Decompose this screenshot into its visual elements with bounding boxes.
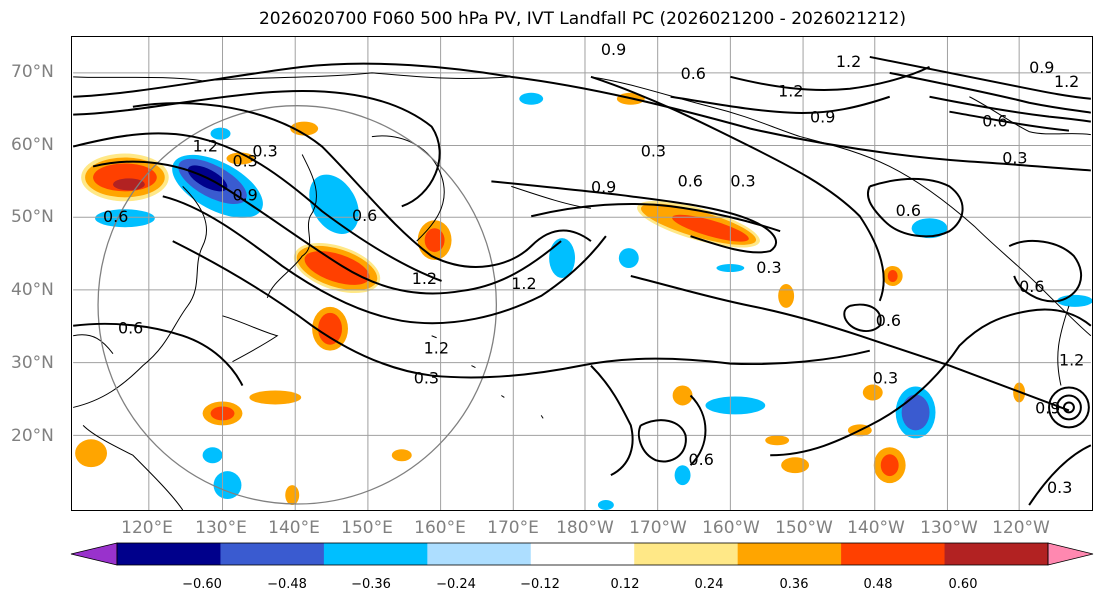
colorbar-box [530,543,635,565]
lon-label-130w: 130°W [920,518,978,538]
pv-shading [75,92,1092,510]
lon-label-160e: 160°E [414,518,466,538]
lat-label-50n: 50°N [11,207,54,227]
contour-label: 0.9 [232,185,257,204]
colorbar-box [737,543,842,565]
contour-label: 0.3 [232,151,257,170]
coastlines [73,72,1092,510]
colorbar-tick: 0.12 [610,577,640,592]
lon-label-130e: 130°E [195,518,247,538]
colorbar [70,542,1094,566]
colorbar-box [427,543,532,565]
contour-label: 1.2 [836,52,861,71]
contour-label: 0.6 [352,206,377,225]
contour-label: 0.9 [810,108,835,127]
lon-label-170w: 170°W [629,518,687,538]
ivt-contours [72,55,1092,506]
lon-label-120e: 120°E [121,518,173,538]
contour-label: 0.9 [1029,58,1054,77]
colorbar-tick: −0.48 [267,577,307,592]
colorbar-tick: −0.36 [351,577,391,592]
contour-label: 0.9 [1035,398,1060,417]
contour-label: 0.9 [591,177,616,196]
contour-label: 0.6 [689,450,714,469]
lon-label-180w: 180°W [556,518,614,538]
map-panel: 0.9 0.6 1.2 1.2 0.9 0.6 0.3 0.9 1.2 0.9 … [71,36,1093,511]
colorbar-tick: −0.24 [436,577,476,592]
lon-label-150w: 150°W [775,518,833,538]
lon-label-170e: 170°E [487,518,539,538]
contour-label: 1.2 [1054,72,1079,91]
colorbar-box [323,543,428,565]
contour-label: 0.6 [681,64,706,83]
lon-label-160w: 160°W [702,518,760,538]
colorbar-tick: −0.60 [182,577,222,592]
colorbar-box [220,543,325,565]
contour-label: 1.2 [412,269,437,288]
colorbar-tick: 0.24 [694,577,724,592]
contour-label: 0.3 [873,369,898,388]
colorbar-box [117,543,221,565]
graticule [73,37,1091,510]
contour-label: 0.3 [756,258,781,277]
contour-label: 1.2 [193,137,218,156]
contour-label: 0.6 [118,319,143,338]
contour-label: 1.2 [778,82,803,101]
lat-label-60n: 60°N [11,135,54,155]
contour-label: 1.2 [1059,351,1084,370]
colorbar-boxes [70,542,1094,566]
contour-label: 0.6 [103,207,128,226]
contour-label: 0.6 [876,311,901,330]
contour-label: 1.2 [424,339,449,358]
colorbar-box [944,543,1049,565]
colorbar-tick: 0.60 [948,577,978,592]
contour-label: 0.3 [1002,148,1027,167]
colorbar-extend-min [70,542,118,566]
lon-label-150e: 150°E [341,518,393,538]
contour-label-group: 0.9 0.6 1.2 1.2 0.9 0.6 0.3 0.9 1.2 0.9 … [103,40,1084,497]
colorbar-extend-max [1047,542,1094,566]
contour-label: 0.3 [414,369,439,388]
contour-label: 0.3 [730,171,755,190]
reference-circle [97,105,498,505]
colorbar-box [634,543,739,565]
colorbar-tick: 0.36 [779,577,809,592]
contour-label: 0.6 [896,201,921,220]
contour-label: 0.3 [641,141,666,160]
lat-label-40n: 40°N [11,280,54,300]
lat-label-20n: 20°N [11,426,54,446]
colorbar-tick: −0.12 [520,577,560,592]
colorbar-tick: 0.48 [863,577,893,592]
lon-label-140w: 140°W [847,518,905,538]
lat-label-70n: 70°N [11,62,54,82]
contour-label: 1.2 [511,274,536,293]
contour-label: 0.9 [601,40,626,59]
lat-label-30n: 30°N [11,353,54,373]
colorbar-outline [116,542,1049,566]
contour-label: 0.3 [252,141,277,160]
figure-title: 2026020700 F060 500 hPa PV, IVT Landfall… [258,9,906,29]
colorbar-box [841,543,946,565]
contour-label: 0.6 [1019,277,1044,296]
contour-label: 0.6 [982,112,1007,131]
contour-label: 0.6 [678,171,703,190]
lon-label-120w: 120°W [992,518,1050,538]
contour-label: 0.3 [1047,478,1072,497]
lon-label-140e: 140°E [268,518,320,538]
